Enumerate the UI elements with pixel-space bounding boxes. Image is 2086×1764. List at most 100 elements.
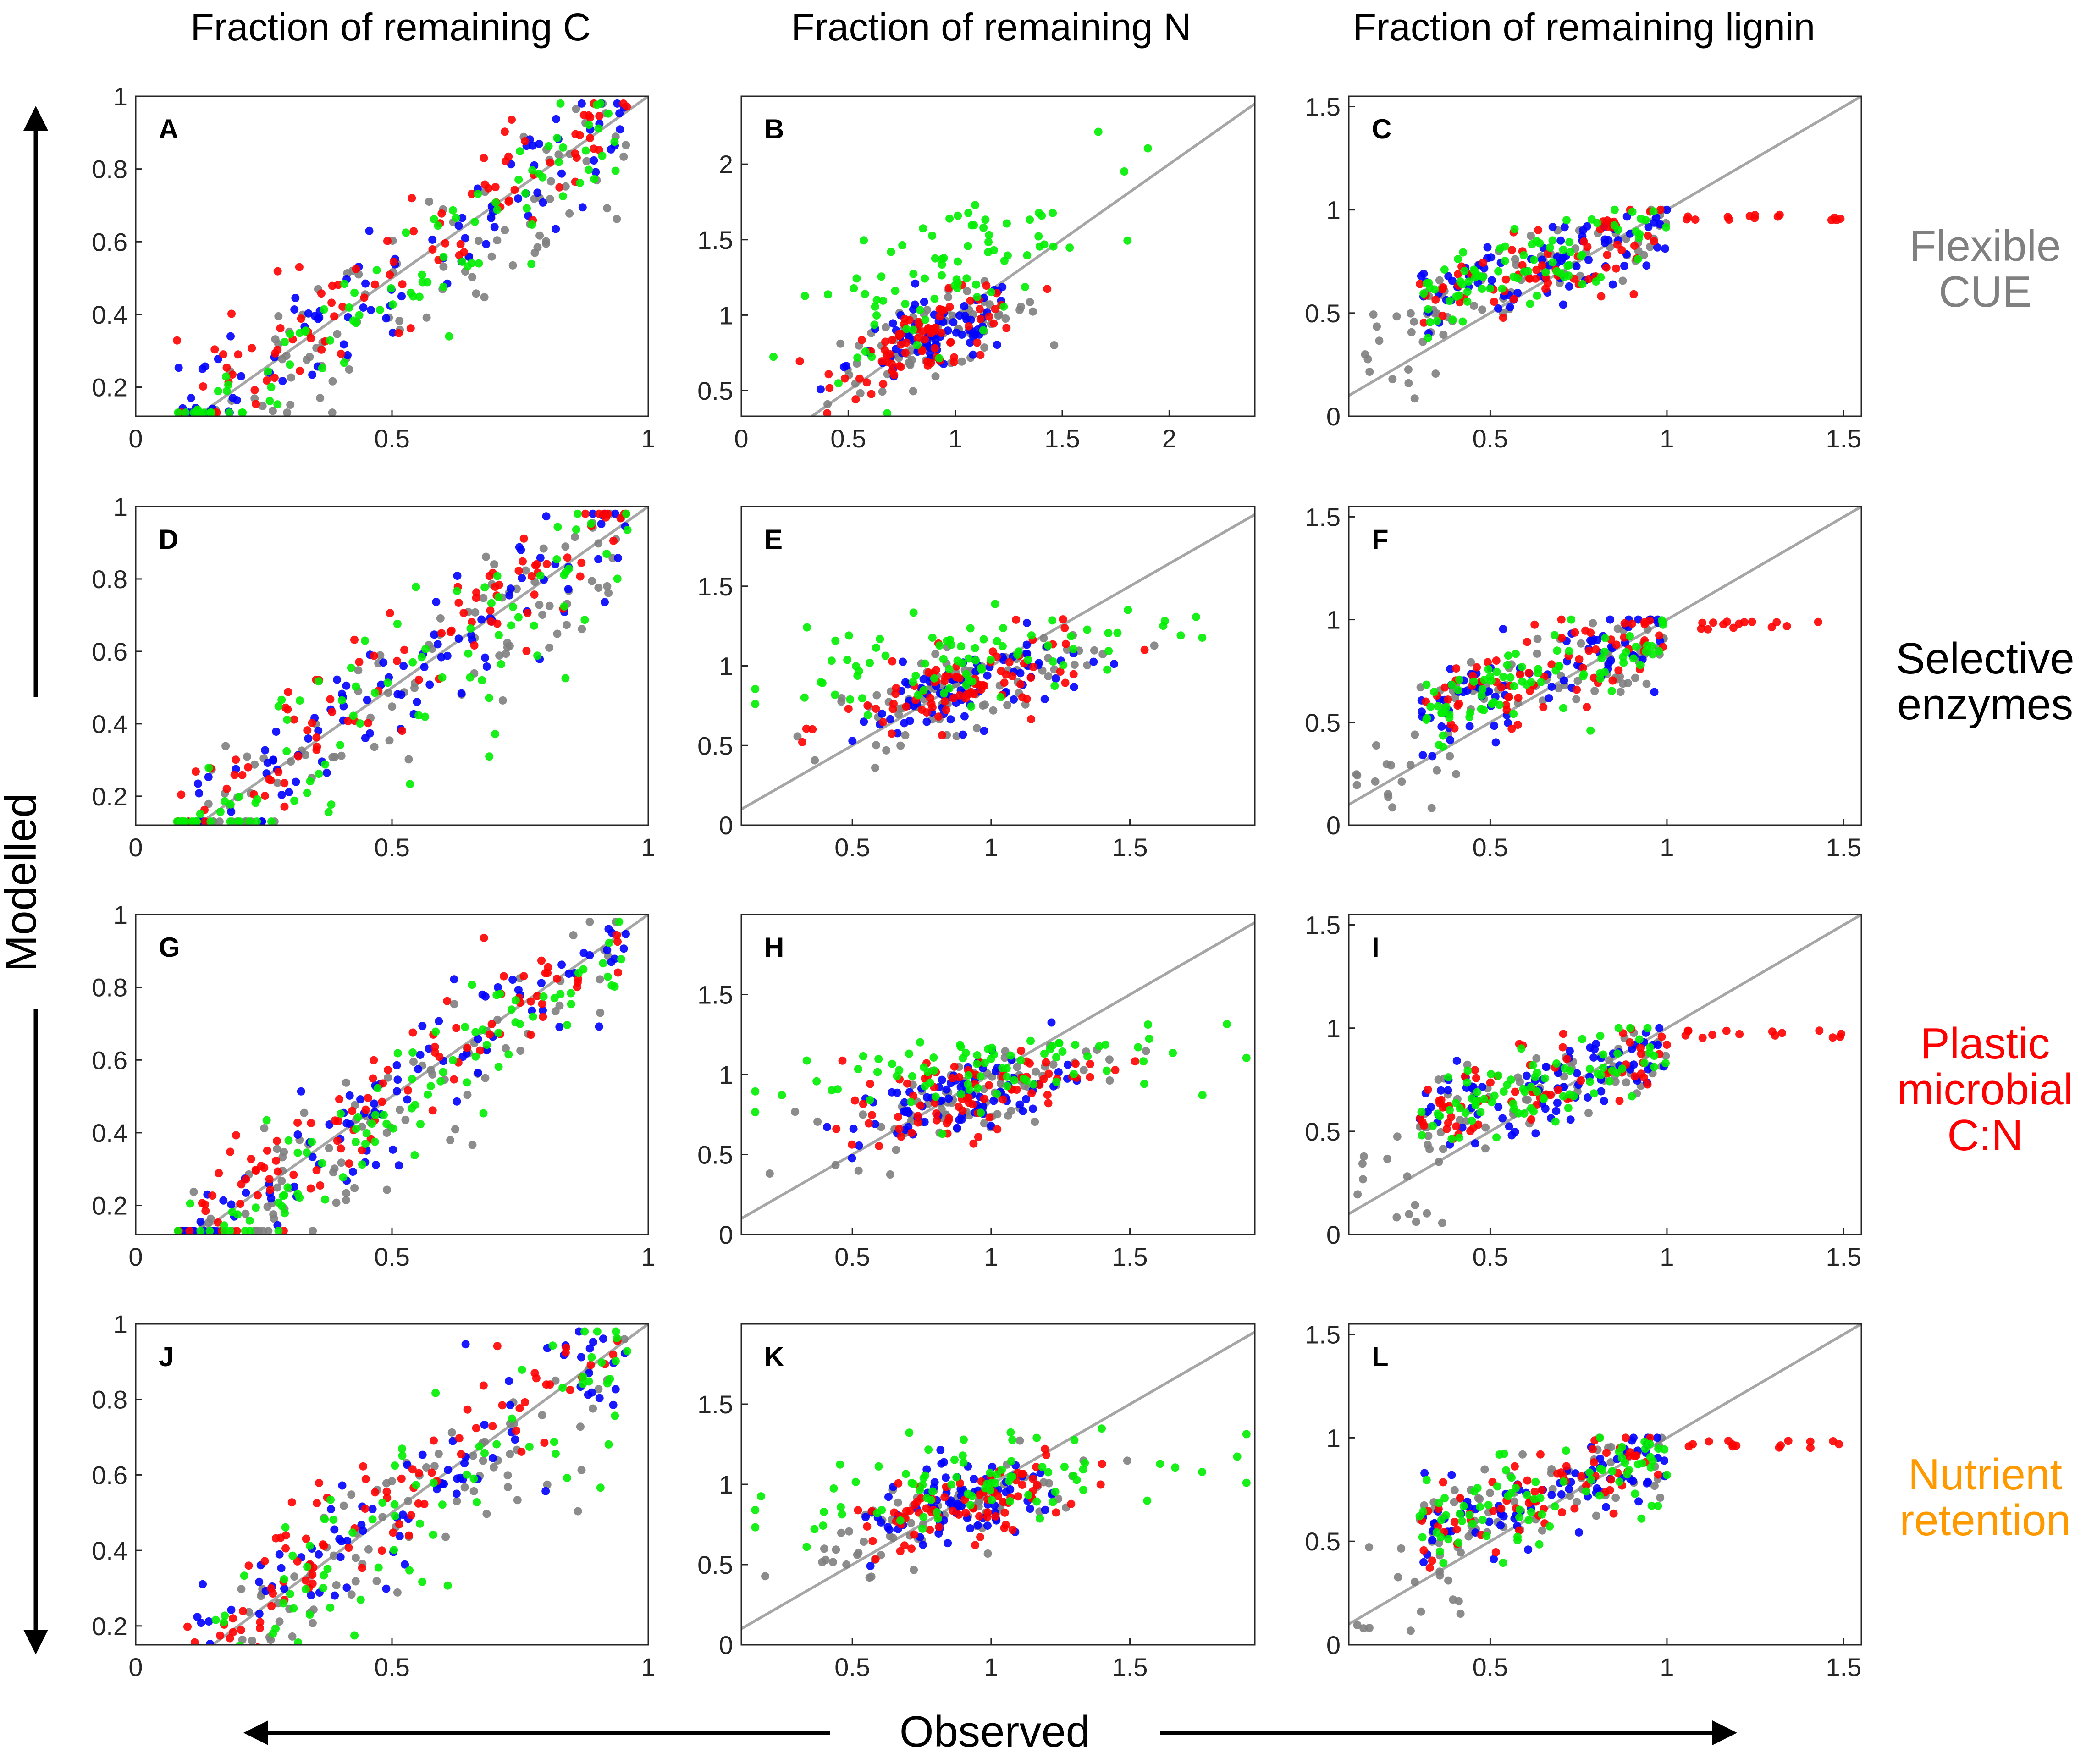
data-point xyxy=(1452,664,1461,673)
data-point xyxy=(872,705,880,713)
column-titles: Fraction of remaining C Fraction of remai… xyxy=(190,6,1815,49)
data-point xyxy=(591,168,600,176)
data-point xyxy=(480,1449,489,1457)
data-point xyxy=(1704,625,1712,634)
data-point xyxy=(1722,1026,1731,1035)
data-point xyxy=(603,1379,612,1388)
data-point xyxy=(505,1377,513,1385)
data-point xyxy=(1070,683,1078,691)
data-point xyxy=(393,656,401,665)
data-point xyxy=(1454,270,1462,278)
data-point xyxy=(1478,1083,1487,1091)
data-point xyxy=(1029,1080,1038,1089)
data-point xyxy=(1584,1108,1593,1117)
data-point xyxy=(1532,265,1541,274)
data-point xyxy=(377,1546,386,1555)
data-point xyxy=(985,300,994,309)
data-point xyxy=(1440,265,1449,274)
data-point xyxy=(351,1138,360,1146)
data-point xyxy=(1505,693,1513,701)
data-point xyxy=(510,186,519,194)
data-point xyxy=(985,231,993,239)
shared-axes: Modelled Observed xyxy=(0,106,1737,1756)
data-point xyxy=(447,1428,456,1437)
data-point xyxy=(893,1072,901,1080)
data-point xyxy=(1566,248,1575,256)
data-point xyxy=(1578,1035,1587,1043)
data-point xyxy=(1048,1042,1057,1050)
data-point xyxy=(974,1133,982,1141)
data-point xyxy=(220,1618,228,1626)
one-to-one-line xyxy=(196,915,648,1235)
data-point xyxy=(552,225,560,233)
data-point xyxy=(1622,1078,1631,1087)
data-point xyxy=(307,1119,315,1127)
data-point xyxy=(870,320,879,329)
panel-D: 0 0.5 10.20.40.60.81D xyxy=(92,492,655,862)
data-point xyxy=(823,400,832,408)
data-point xyxy=(326,1603,335,1612)
data-point xyxy=(954,211,962,220)
data-point xyxy=(930,294,939,303)
data-point xyxy=(356,1095,365,1104)
data-point xyxy=(507,621,515,630)
data-point xyxy=(1514,1109,1523,1118)
data-point xyxy=(562,1343,570,1352)
data-point xyxy=(457,689,466,698)
data-point xyxy=(342,1119,351,1128)
data-point xyxy=(887,248,895,256)
axes-frame xyxy=(135,914,649,1235)
data-point xyxy=(317,345,326,354)
data-point xyxy=(1022,640,1031,649)
data-point xyxy=(961,1048,970,1057)
data-point xyxy=(1015,1100,1024,1109)
data-point xyxy=(993,1090,1001,1098)
data-point xyxy=(1450,1498,1458,1506)
y-tick-label: 1.5 xyxy=(1305,93,1341,121)
data-point xyxy=(993,1125,1002,1134)
data-point xyxy=(964,1071,973,1080)
data-point xyxy=(437,629,446,638)
data-point xyxy=(1541,1104,1550,1113)
panel-letter: I xyxy=(1372,932,1380,963)
data-point xyxy=(931,254,939,263)
data-point xyxy=(290,1572,299,1581)
data-point xyxy=(914,1112,922,1120)
data-point xyxy=(1573,677,1582,685)
data-point xyxy=(334,1117,343,1125)
data-point xyxy=(450,1000,458,1009)
data-point xyxy=(936,1446,945,1454)
data-point xyxy=(1242,1478,1251,1487)
data-point xyxy=(1029,663,1037,671)
data-point xyxy=(597,1358,606,1367)
data-point xyxy=(194,1648,202,1657)
data-point xyxy=(793,732,802,741)
data-point xyxy=(831,690,839,699)
data-point xyxy=(1467,658,1475,667)
data-point xyxy=(418,278,427,287)
data-point xyxy=(479,1456,487,1465)
data-point xyxy=(1487,276,1496,285)
data-point xyxy=(420,1499,429,1508)
data-point xyxy=(1567,615,1576,624)
data-point xyxy=(1628,619,1636,628)
data-point xyxy=(467,189,476,198)
data-point xyxy=(1647,1501,1656,1510)
data-point xyxy=(1090,646,1098,655)
data-point xyxy=(264,367,272,376)
data-point xyxy=(935,312,944,321)
data-point xyxy=(333,330,342,338)
data-point xyxy=(1018,693,1027,702)
data-point xyxy=(274,1227,283,1235)
data-point xyxy=(403,1095,412,1104)
data-point xyxy=(1527,1115,1535,1124)
data-point xyxy=(1644,223,1653,232)
data-point xyxy=(860,1538,868,1546)
data-point xyxy=(1518,1450,1527,1459)
data-point xyxy=(1465,713,1474,722)
data-point xyxy=(1650,1063,1659,1071)
data-point xyxy=(1615,1448,1623,1456)
data-point xyxy=(352,1125,360,1133)
data-point xyxy=(620,1335,629,1344)
data-point xyxy=(971,656,980,665)
